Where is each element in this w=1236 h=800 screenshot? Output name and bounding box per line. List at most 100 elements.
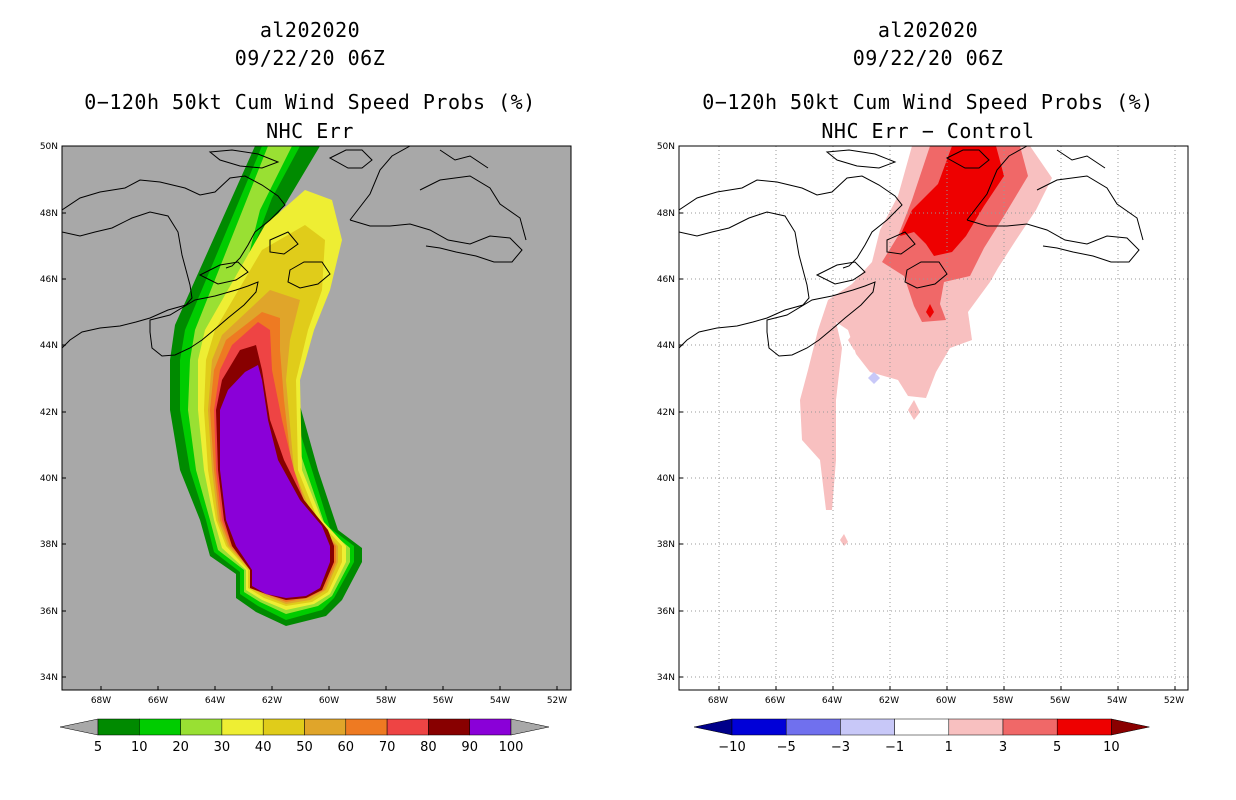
left-storm-id: al202020	[259, 18, 361, 42]
y-tick-label: 46N	[40, 275, 58, 285]
y-tick-label: 42N	[40, 408, 58, 418]
left-y-tick-labels: 34N 36N 38N 40N 42N 44N 46N 48N 50N	[40, 142, 58, 683]
x-tick-label: 52W	[1164, 696, 1184, 706]
colorbar-label: 10	[1103, 740, 1120, 755]
y-tick-label: 44N	[657, 341, 675, 351]
x-tick-label: 56W	[433, 696, 453, 706]
colorbar-label: 100	[499, 740, 524, 755]
left-axis-ticks	[62, 145, 558, 690]
colorbar-label: 40	[255, 740, 272, 755]
right-map-panel: 68W 66W 64W 62W 60W 58W 56W 54W 52W 34N 36N 38N 40N…	[657, 142, 1189, 706]
colorbar-segment	[731, 718, 787, 736]
right-chart-title: 0−120h 50kt Cum Wind Speed Probs (%)	[702, 90, 1154, 114]
diff-band-5	[900, 146, 1004, 256]
colorbar-label: 3	[999, 740, 1007, 755]
colorbar-label: −5	[777, 740, 796, 755]
right-gridlines	[679, 146, 1188, 690]
x-tick-label: 58W	[993, 696, 1013, 706]
y-tick-label: 44N	[40, 341, 58, 351]
y-tick-label: 36N	[40, 607, 58, 617]
colorbar-under-triangle	[59, 718, 99, 736]
right-datetime: 09/22/20 06Z	[852, 46, 1004, 70]
x-tick-label: 56W	[1050, 696, 1070, 706]
colorbar-label: 10	[131, 740, 148, 755]
right-coastlines	[679, 146, 1144, 357]
x-tick-label: 62W	[879, 696, 899, 706]
left-map-frame	[61, 145, 572, 691]
colorbar-segment	[948, 718, 1004, 736]
left-chart-title: 0−120h 50kt Cum Wind Speed Probs (%)	[84, 90, 536, 114]
colorbar-label: 5	[94, 740, 102, 755]
left-colorbar: 5 10 20 30 40 50 60 70 80 90 100	[59, 718, 550, 755]
y-tick-label: 42N	[657, 408, 675, 418]
right-x-tick-labels: 68W 66W 64W 62W 60W 58W 56W 54W 52W	[708, 696, 1184, 706]
x-tick-label: 66W	[148, 696, 168, 706]
y-tick-label: 34N	[657, 673, 675, 683]
left-datetime: 09/22/20 06Z	[234, 46, 386, 70]
colorbar-label: 80	[420, 740, 437, 755]
colorbar-label: 5	[1053, 740, 1061, 755]
colorbar-segment	[840, 718, 895, 736]
colorbar-label: −10	[718, 740, 745, 755]
colorbar-label: 30	[214, 740, 231, 755]
y-tick-label: 34N	[40, 673, 58, 683]
colorbar-over-triangle	[510, 718, 550, 736]
x-tick-label: 64W	[822, 696, 842, 706]
colorbar-segment	[262, 718, 305, 736]
colorbar-label: −1	[885, 740, 904, 755]
colorbar-segment	[345, 718, 388, 736]
colorbar-label: −3	[831, 740, 850, 755]
y-tick-label: 46N	[657, 275, 675, 285]
x-tick-label: 54W	[1107, 696, 1127, 706]
colorbar-segment	[428, 718, 470, 736]
prob-band-90	[220, 365, 330, 598]
colorbar-segment	[97, 718, 140, 736]
colorbar-segment	[221, 718, 264, 736]
colorbar-label: 20	[172, 740, 189, 755]
colorbar-segment	[139, 718, 181, 736]
colorbar-segment	[785, 718, 841, 736]
x-tick-label: 66W	[765, 696, 785, 706]
left-chart-subtitle: NHC Err	[266, 119, 354, 143]
colorbar-label: 1	[945, 740, 953, 755]
colorbar-label: 90	[461, 740, 478, 755]
colorbar-over-triangle	[1111, 718, 1150, 736]
x-tick-label: 60W	[319, 696, 339, 706]
right-map-frame	[678, 145, 1189, 691]
colorbar-segment	[894, 718, 950, 736]
left-coastlines	[62, 146, 527, 357]
left-map-panel: 68W 66W 64W 62W 60W 58W 56W 54W 52W 34N 36N 38N 40N…	[40, 142, 572, 706]
diff-band-neg3-spot	[868, 372, 880, 384]
y-tick-label: 50N	[657, 142, 675, 152]
left-x-tick-labels: 68W 66W 64W 62W 60W 58W 56W 54W 52W	[91, 696, 567, 706]
right-y-tick-labels: 34N 36N 38N 40N 42N 44N 46N 48N 50N	[657, 142, 675, 683]
colorbar-label: 60	[338, 740, 355, 755]
colorbar-segment	[386, 718, 429, 736]
x-tick-label: 64W	[205, 696, 225, 706]
y-tick-label: 48N	[657, 209, 675, 219]
y-tick-label: 40N	[657, 474, 675, 484]
right-chart-subtitle: NHC Err − Control	[821, 119, 1035, 143]
colorbar-segment	[1056, 718, 1112, 736]
colorbar-under-triangle	[693, 718, 733, 736]
y-tick-label: 50N	[40, 142, 58, 152]
y-tick-label: 38N	[657, 540, 675, 550]
diff-band-1-spot-c	[840, 534, 848, 546]
x-tick-label: 62W	[262, 696, 282, 706]
y-tick-label: 36N	[657, 607, 675, 617]
right-difference-field	[800, 146, 1052, 546]
y-tick-label: 38N	[40, 540, 58, 550]
x-tick-label: 52W	[547, 696, 567, 706]
diff-band-5-spot	[926, 304, 934, 318]
right-axis-ticks	[679, 145, 1176, 690]
x-tick-label: 54W	[490, 696, 510, 706]
x-tick-label: 68W	[708, 696, 728, 706]
x-tick-label: 58W	[376, 696, 396, 706]
x-tick-label: 68W	[91, 696, 111, 706]
y-tick-label: 48N	[40, 209, 58, 219]
colorbar-segment	[469, 718, 512, 736]
diff-band-1-spot-b	[908, 400, 920, 420]
colorbar-segment	[304, 718, 347, 736]
colorbar-label: 50	[296, 740, 313, 755]
